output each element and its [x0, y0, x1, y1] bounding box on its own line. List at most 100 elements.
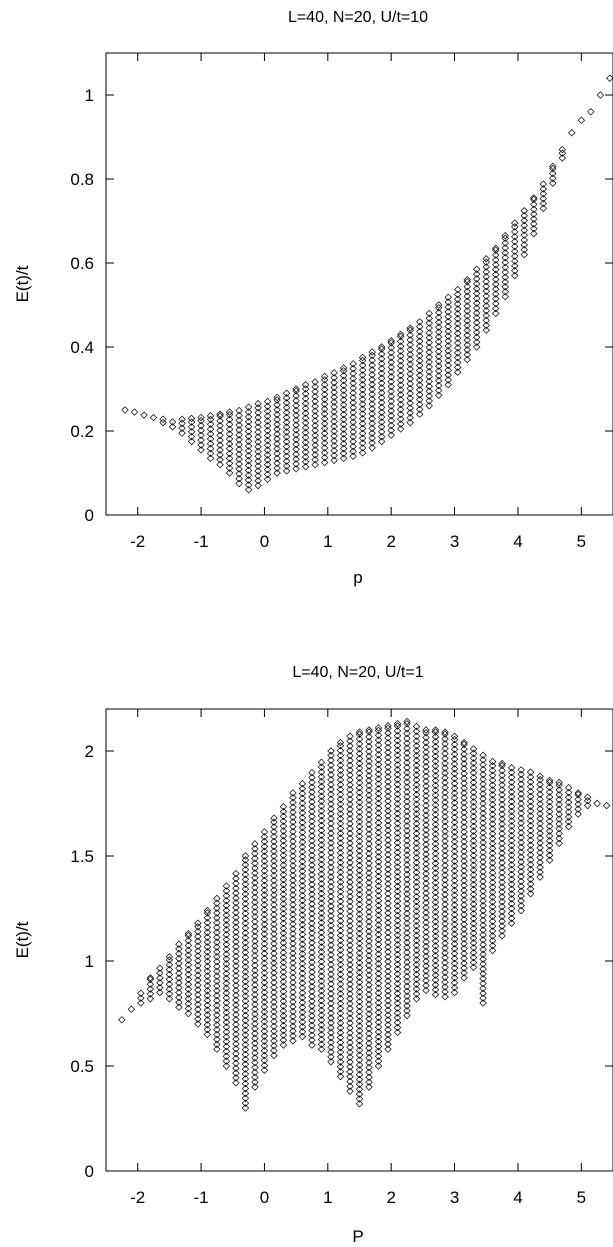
chart-bottom-data-point — [346, 732, 354, 740]
chart-bottom-data-point — [327, 780, 335, 789]
chart-top-data-point — [244, 427, 253, 436]
chart-bottom-data-point — [289, 1022, 297, 1030]
chart-bottom-data-point — [393, 897, 402, 905]
chart-top-data-point — [282, 428, 291, 436]
chart-bottom-data-point — [393, 761, 402, 769]
chart-bottom-data-point — [498, 844, 506, 852]
chart-bottom-data-point — [279, 997, 288, 1005]
chart-bottom-data-point — [298, 794, 307, 802]
chart-bottom-data-point — [317, 1026, 326, 1034]
chart-bottom-data-point — [384, 957, 392, 966]
chart-bottom-data-point — [441, 929, 449, 938]
chart-bottom-data-point — [393, 843, 402, 852]
chart-bottom-data-point — [393, 984, 402, 993]
chart-bottom-data-point — [222, 901, 231, 910]
chart-top-data-point — [254, 462, 262, 470]
chart-bottom-data-point — [327, 892, 335, 901]
chart-bottom-data-point — [317, 914, 326, 922]
chart-bottom-data-point — [536, 863, 544, 871]
chart-bottom-data-point — [450, 920, 459, 929]
chart-bottom-data-point — [289, 896, 297, 904]
chart-bottom-data-point — [232, 918, 240, 927]
chart-bottom-data-point — [479, 955, 487, 963]
chart-bottom-data-point — [365, 1029, 373, 1038]
chart-bottom-data-point — [450, 949, 459, 958]
chart-top-data-point — [216, 460, 224, 469]
chart-bottom-data-point — [346, 781, 354, 789]
chart-bottom-data-point — [393, 1004, 402, 1012]
chart-bottom-data-point — [526, 836, 535, 844]
chart-bottom-data-point — [469, 783, 478, 792]
chart-top-data-point — [435, 357, 443, 365]
chart-bottom-data-point — [384, 1040, 392, 1049]
chart-top-data-point — [368, 414, 376, 423]
chart-top-data-point — [473, 343, 481, 351]
chart-bottom-data-point — [403, 909, 411, 918]
chart-bottom-data-point — [374, 765, 383, 774]
chart-bottom-data-point — [384, 734, 392, 742]
chart-bottom-data-point — [241, 909, 250, 918]
chart-bottom-data-point — [270, 818, 278, 826]
chart-bottom-data-point — [175, 940, 183, 948]
chart-bottom-data-point — [317, 909, 326, 917]
chart-bottom-data-point — [251, 893, 259, 902]
chart-bottom-data-point — [441, 934, 449, 943]
chart-top-data-point — [416, 405, 424, 414]
chart-top-data-point — [473, 328, 481, 337]
chart-bottom-data-point — [460, 738, 468, 747]
chart-top-data-point — [463, 351, 471, 359]
chart-bottom-data-point — [374, 989, 383, 997]
chart-bottom-data-point — [336, 751, 345, 760]
chart-bottom-data-point — [526, 865, 535, 874]
chart-top-data-point — [444, 356, 452, 365]
chart-bottom-data-point — [460, 833, 468, 841]
chart-bottom-data-point — [298, 789, 307, 798]
chart-bottom-data-point — [270, 998, 278, 1006]
chart-bottom-data-point — [545, 841, 554, 850]
chart-bottom-data-point — [488, 917, 497, 926]
chart-bottom-data-point — [431, 859, 440, 867]
chart-top-data-point — [263, 470, 272, 479]
chart-bottom-data-point — [450, 954, 459, 963]
chart-bottom-data-point — [403, 924, 411, 932]
chart-bottom-data-point — [317, 821, 326, 830]
chart-bottom-data-point — [355, 749, 364, 758]
chart-top-data-point — [435, 308, 443, 317]
chart-top-data-point — [463, 331, 471, 339]
chart-top-data-point — [320, 376, 329, 384]
chart-top-data-point — [463, 307, 471, 315]
chart-bottom-data-point — [289, 871, 297, 880]
chart-bottom-data-point — [327, 761, 335, 769]
chart-top-data-point — [539, 194, 547, 203]
chart-bottom-data-point — [460, 784, 468, 792]
chart-top-data-point — [301, 424, 310, 432]
chart-bottom-data-point — [355, 1075, 364, 1084]
chart-bottom-data-point — [336, 863, 345, 872]
chart-bottom-data-point — [526, 880, 535, 888]
chart-bottom-data-point — [251, 956, 259, 965]
chart-top-data-point — [244, 481, 253, 489]
chart-bottom-data-point — [346, 922, 354, 930]
chart-bottom-data-point — [498, 907, 506, 916]
chart-bottom-data-point — [469, 934, 478, 942]
chart-top-data-point — [330, 427, 338, 435]
chart-bottom-data-point — [232, 1035, 240, 1043]
chart-bottom-data-point — [336, 912, 345, 920]
chart-bottom-data-point — [431, 971, 440, 979]
chart-top-data-point — [387, 392, 395, 400]
chart-top-data-point — [330, 422, 338, 431]
chart-bottom-data-point — [555, 778, 563, 787]
chart-top-data-point — [292, 421, 300, 429]
chart-bottom-data-point — [146, 985, 155, 993]
chart-top-data-point — [358, 371, 367, 379]
chart-bottom-data-point — [450, 823, 459, 831]
chart-bottom-data-point — [156, 988, 164, 997]
chart-bottom-data-point — [279, 1021, 288, 1030]
chart-bottom-data-point — [517, 790, 525, 798]
chart-top-data-point — [454, 310, 462, 318]
chart-top-data-point — [301, 404, 310, 413]
chart-top-data-point — [425, 387, 433, 395]
chart-bottom-data-point — [203, 1011, 212, 1019]
chart-bottom-data-point — [403, 929, 411, 937]
chart-top-data-point — [206, 420, 215, 428]
